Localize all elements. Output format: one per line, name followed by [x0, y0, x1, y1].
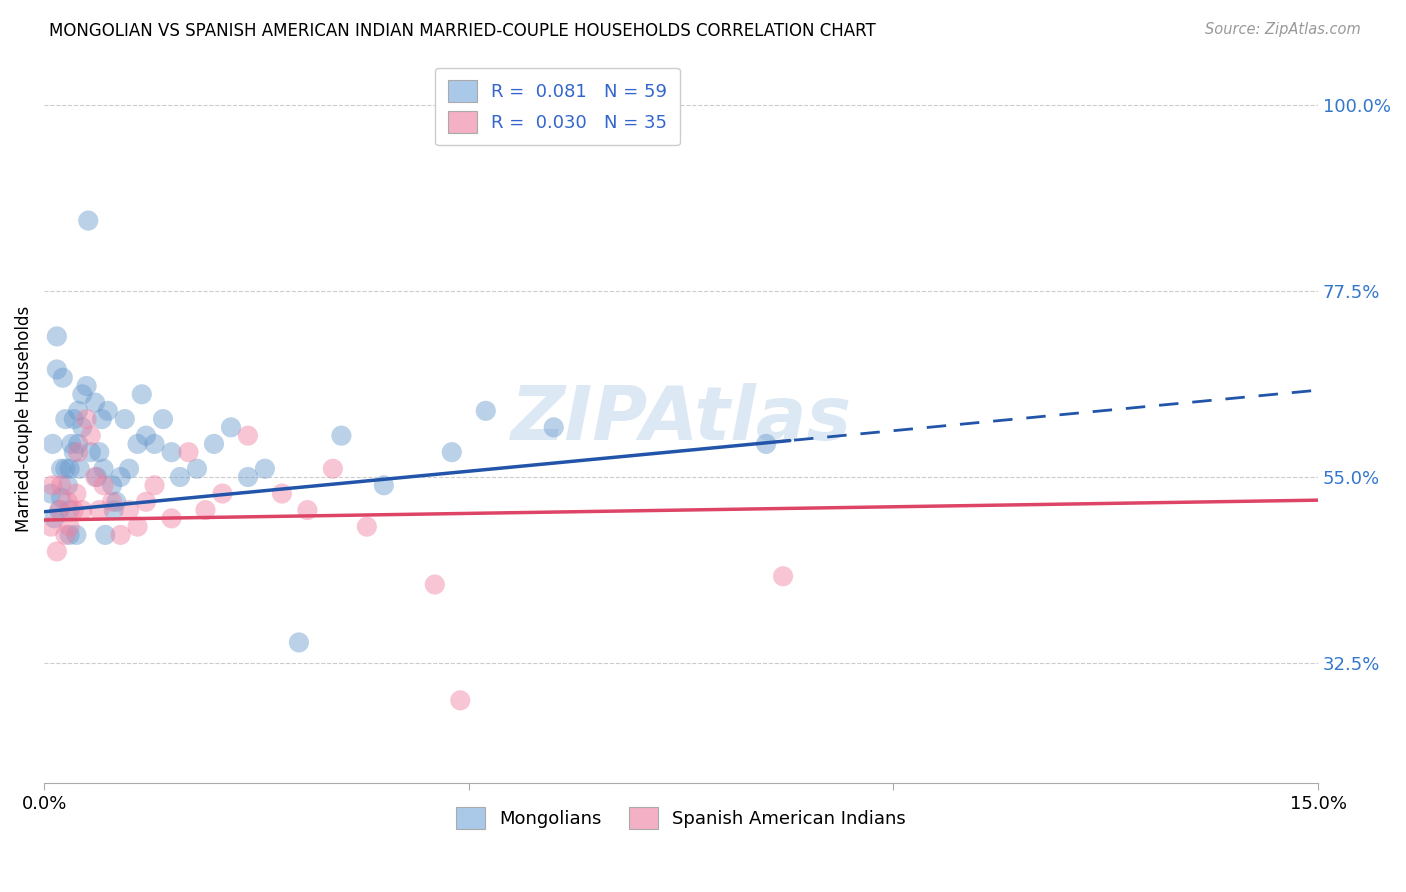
Point [60, 437, 83, 451]
Point [45, 329, 67, 343]
Point [58, 519, 80, 533]
Point [58, 528, 80, 542]
Point [127, 437, 149, 451]
Point [114, 412, 136, 426]
Point [67, 437, 90, 451]
Point [143, 478, 166, 492]
Point [63, 412, 86, 426]
Point [72, 503, 94, 517]
Point [41, 437, 63, 451]
Point [45, 544, 67, 558]
Point [56, 495, 79, 509]
Point [177, 445, 200, 459]
Y-axis label: Married-couple Households: Married-couple Households [15, 306, 32, 533]
Point [118, 503, 141, 517]
Point [475, 404, 498, 418]
Point [131, 387, 153, 401]
Point [110, 470, 132, 484]
Point [48, 503, 70, 517]
Point [49, 491, 72, 505]
Point [86, 470, 108, 484]
Point [58, 461, 80, 475]
Point [89, 503, 111, 517]
Point [90, 412, 112, 426]
Point [65, 486, 87, 500]
Point [288, 635, 311, 649]
Point [39, 519, 62, 533]
Point [67, 404, 90, 418]
Point [236, 428, 259, 442]
Point [52, 370, 75, 384]
Point [143, 437, 166, 451]
Point [322, 461, 344, 475]
Text: Source: ZipAtlas.com: Source: ZipAtlas.com [1205, 22, 1361, 37]
Point [49, 461, 72, 475]
Point [135, 428, 157, 442]
Point [89, 445, 111, 459]
Point [253, 461, 276, 475]
Point [152, 412, 174, 426]
Point [160, 511, 183, 525]
Point [77, 213, 100, 227]
Legend: Mongolians, Spanish American Indians: Mongolians, Spanish American Indians [449, 799, 914, 836]
Point [194, 503, 217, 517]
Text: ZIPAtlas: ZIPAtlas [510, 383, 852, 456]
Point [41, 478, 63, 492]
Point [449, 693, 471, 707]
Text: MONGOLIAN VS SPANISH AMERICAN INDIAN MARRIED-COUPLE HOUSEHOLDS CORRELATION CHART: MONGOLIAN VS SPANISH AMERICAN INDIAN MAR… [49, 22, 876, 40]
Point [76, 412, 98, 426]
Point [755, 437, 778, 451]
Point [72, 420, 94, 434]
Point [93, 478, 115, 492]
Point [80, 428, 103, 442]
Point [118, 461, 141, 475]
Point [135, 495, 157, 509]
Point [58, 503, 80, 517]
Point [76, 379, 98, 393]
Point [84, 395, 107, 409]
Point [67, 445, 90, 459]
Point [69, 461, 91, 475]
Point [80, 445, 103, 459]
Point [49, 478, 72, 492]
Point [97, 404, 120, 418]
Point [772, 569, 794, 583]
Point [84, 470, 107, 484]
Point [356, 519, 378, 533]
Point [48, 503, 70, 517]
Point [297, 503, 319, 517]
Point [65, 528, 87, 542]
Point [63, 445, 86, 459]
Point [543, 420, 565, 434]
Point [160, 445, 183, 459]
Point [45, 362, 67, 376]
Point [186, 461, 208, 475]
Point [53, 412, 76, 426]
Point [93, 461, 115, 475]
Point [53, 461, 76, 475]
Point [44, 511, 66, 525]
Point [101, 478, 124, 492]
Point [440, 445, 463, 459]
Point [101, 495, 124, 509]
Point [236, 470, 259, 484]
Point [423, 577, 446, 591]
Point [219, 420, 242, 434]
Point [63, 503, 86, 517]
Point [56, 478, 79, 492]
Point [202, 437, 225, 451]
Point [94, 528, 117, 542]
Point [105, 495, 128, 509]
Point [110, 528, 132, 542]
Point [127, 519, 149, 533]
Point [169, 470, 191, 484]
Point [211, 486, 233, 500]
Point [72, 387, 94, 401]
Point [330, 428, 353, 442]
Point [103, 503, 125, 517]
Point [39, 486, 62, 500]
Point [53, 528, 76, 542]
Point [373, 478, 395, 492]
Point [271, 486, 294, 500]
